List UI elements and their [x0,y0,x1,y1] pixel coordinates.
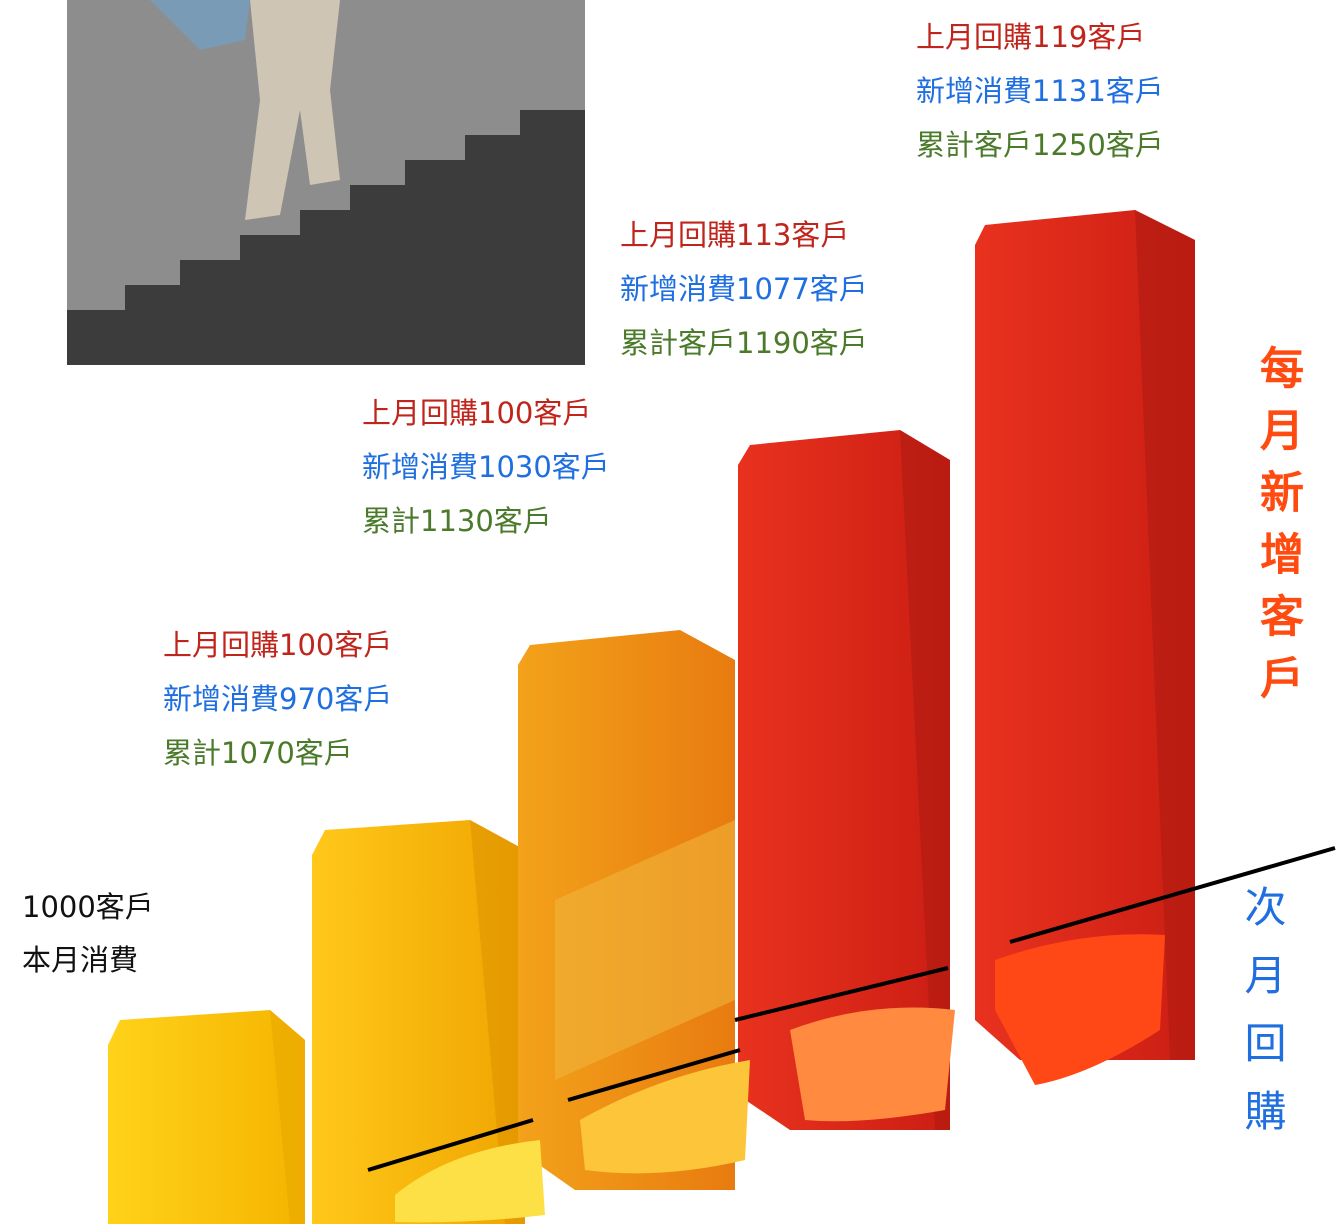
total: 累計1130客戶 [362,504,552,538]
repurchase: 上月回購113客戶 [620,218,850,252]
total: 累計客戶1250客戶 [916,128,1164,162]
repurchase: 上月回購119客戶 [916,20,1146,54]
new-customers: 新增消費1030客戶 [362,450,610,484]
bars [108,210,1195,1224]
new-customers: 新增消費1077客戶 [620,272,868,306]
scribbles [395,934,1165,1223]
side-label: 每月新增客戶 [1252,345,1303,717]
new-customers: 新增消費1131客戶 [916,74,1164,108]
bottom-label: 次月回購 [1238,885,1287,1157]
month-block: 上月回購119客戶 新增消費1131客戶 累計客戶1250客戶 [916,10,1164,172]
base-count: 1000客戶 [22,890,154,924]
repurchase: 上月回購100客戶 [163,628,393,662]
repurchase: 上月回購100客戶 [362,396,592,430]
month-block: 上月回購100客戶 新增消費1030客戶 累計1130客戶 [362,386,610,548]
month-block: 上月回購113客戶 新增消費1077客戶 累計客戶1190客戶 [620,208,868,370]
month-block: 上月回購100客戶 新增消費970客戶 累計1070客戶 [163,618,392,780]
total: 累計1070客戶 [163,736,353,770]
trend-lines [367,846,1336,1172]
photo [67,0,585,365]
base-label: 本月消費 [22,943,139,977]
total: 累計客戶1190客戶 [620,326,868,360]
new-customers: 新增消費970客戶 [163,682,393,716]
